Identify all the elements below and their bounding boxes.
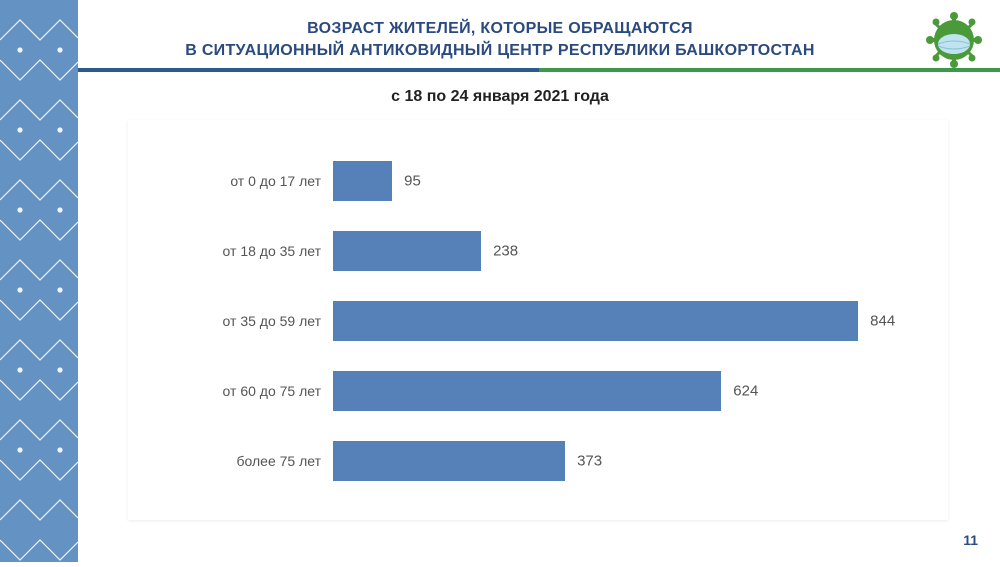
bar-fill: 844 (333, 301, 858, 341)
page-number: 11 (963, 532, 978, 548)
virus-mask-icon (922, 8, 986, 72)
bar-chart: от 0 до 17 лет95от 18 до 35 лет238от 35 … (128, 120, 948, 520)
bar-fill: 238 (333, 231, 481, 271)
bar-row: от 0 до 17 лет95 (168, 150, 908, 212)
bar-label: от 35 до 59 лет (168, 313, 333, 329)
header-stripe (78, 68, 1000, 72)
bar-value: 624 (733, 383, 758, 400)
bar-track: 844 (333, 301, 908, 341)
bar-value: 95 (404, 173, 421, 190)
bar-label: от 18 до 35 лет (168, 243, 333, 259)
bar-row: от 60 до 75 лет624 (168, 360, 908, 422)
bar-value: 373 (577, 453, 602, 470)
bar-track: 238 (333, 231, 908, 271)
title-line-2: В СИТУАЦИОННЫЙ АНТИКОВИДНЫЙ ЦЕНТР РЕСПУБ… (100, 40, 900, 62)
bar-fill: 624 (333, 371, 721, 411)
subtitle-date-range: с 18 по 24 января 2021 года (100, 88, 900, 106)
bar-fill: 373 (333, 441, 565, 481)
bar-value: 238 (493, 243, 518, 260)
bar-label: от 60 до 75 лет (168, 383, 333, 399)
bar-label: от 0 до 17 лет (168, 173, 333, 189)
bar-track: 373 (333, 441, 908, 481)
title-line-1: ВОЗРАСТ ЖИТЕЛЕЙ, КОТОРЫЕ ОБРАЩАЮТСЯ (100, 18, 900, 40)
bar-label: более 75 лет (168, 453, 333, 469)
bar-row: от 35 до 59 лет844 (168, 290, 908, 352)
bar-track: 95 (333, 161, 908, 201)
bar-value: 844 (870, 313, 895, 330)
decorative-left-border (0, 0, 78, 562)
bar-track: 624 (333, 371, 908, 411)
bar-row: более 75 лет373 (168, 430, 908, 492)
bar-row: от 18 до 35 лет238 (168, 220, 908, 282)
page-title: ВОЗРАСТ ЖИТЕЛЕЙ, КОТОРЫЕ ОБРАЩАЮТСЯ В СИ… (100, 18, 900, 61)
bar-fill: 95 (333, 161, 392, 201)
